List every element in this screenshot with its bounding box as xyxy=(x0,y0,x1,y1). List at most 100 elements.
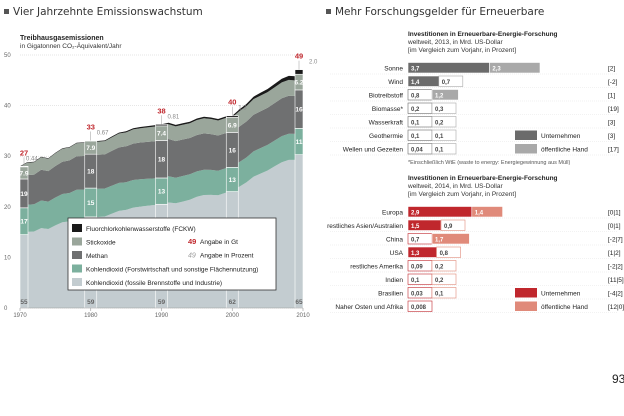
fckw-percent-label: 1.3 xyxy=(238,106,247,112)
legend-box xyxy=(67,217,277,291)
bar-segment xyxy=(431,287,457,299)
x-tick-label: 2010 xyxy=(296,313,310,319)
total-label: 27 xyxy=(20,148,28,157)
y-tick-label: 0 xyxy=(4,306,8,312)
total-label: 33 xyxy=(87,123,95,132)
bar-value-label: 0,1 xyxy=(411,134,420,140)
legend-label: öffentliche Hand xyxy=(541,304,588,311)
bar-segment xyxy=(407,62,490,74)
left-heading-text: Vier Jahrzehnte Emissionswachstum xyxy=(13,6,203,18)
change-label: [-2|7] xyxy=(608,236,623,243)
bar-value-label: 0,9 xyxy=(444,224,453,230)
legend-swatch xyxy=(515,144,537,154)
change-label: [-4|2] xyxy=(608,290,623,297)
legend-label: Stickoxide xyxy=(86,240,116,247)
bar-segment xyxy=(431,273,457,285)
bar-segment xyxy=(440,219,466,231)
percent-label: 11 xyxy=(296,139,303,146)
bar-value-label: 0,8 xyxy=(440,251,449,257)
legend-swatch xyxy=(72,224,82,232)
bar-chart-note: [im Vergleich zum Vorjahr, in Prozent] xyxy=(408,191,516,198)
bar-segment xyxy=(431,129,457,141)
category-label: Wind xyxy=(388,79,403,86)
category-label: Sonne xyxy=(384,65,403,72)
total-label: 40 xyxy=(228,98,236,107)
change-label: [11|5] xyxy=(608,277,624,284)
change-label: [3] xyxy=(608,119,615,126)
y-tick-label: 10 xyxy=(4,255,11,261)
category-label: Biotreibstoff xyxy=(369,92,403,99)
bar-value-label: 1,2 xyxy=(435,93,444,99)
bar-segment xyxy=(431,233,470,245)
legend-pct-symbol: 49 xyxy=(188,253,196,260)
category-label: restliches Asien/Australien xyxy=(327,223,403,230)
bar-value-label: 0,1 xyxy=(435,147,444,153)
category-label: Wasserkraft xyxy=(369,119,404,126)
total-label: 38 xyxy=(157,106,165,115)
percent-label: 15 xyxy=(87,200,95,207)
area-chart-title: Treibhausgasemissionen xyxy=(20,35,104,42)
decade-segment xyxy=(19,166,29,168)
bar-value-label: 0,1 xyxy=(411,120,420,126)
legend-label: Unternehmen xyxy=(541,290,581,297)
change-label: [1|2] xyxy=(608,250,621,257)
bar-value-label: 2,9 xyxy=(411,210,420,216)
left-heading: Vier Jahrzehnte Emissionswachstum xyxy=(4,6,203,18)
percent-label: 17 xyxy=(20,219,28,226)
percent-label: 18 xyxy=(158,157,166,164)
research-2014-bar-chart: Investitionen in Erneuerbare-Energie-For… xyxy=(327,175,624,313)
bar-chart-note: [im Vergleich zum Vorjahr, in Prozent] xyxy=(408,47,516,54)
bar-segment xyxy=(438,75,464,87)
x-tick-label: 1980 xyxy=(84,313,98,319)
bar-value-label: 0,7 xyxy=(442,80,451,86)
bar-chart-subtitle: weltweit, 2013, in Mrd. US-Dollar xyxy=(407,39,503,46)
bar-value-label: 0,2 xyxy=(435,120,444,126)
bar-value-label: 0,09 xyxy=(411,264,423,270)
change-label: [17] xyxy=(608,146,619,153)
bar-value-label: 0,2 xyxy=(435,264,444,270)
fckw-percent-label: 0.44 xyxy=(26,156,38,162)
change-label: [0|1] xyxy=(608,223,621,230)
change-label: [-2|2] xyxy=(608,263,623,270)
y-tick-label: 20 xyxy=(4,205,11,211)
category-label: Brasilien xyxy=(378,290,403,297)
category-label: Indien xyxy=(385,277,403,284)
right-heading: Mehr Forschungsgelder für Erneuerbare xyxy=(326,6,544,18)
bar-segment xyxy=(431,89,459,101)
bar-segment xyxy=(431,143,457,155)
decade-segment xyxy=(84,140,98,142)
change-label: [12|0] xyxy=(608,304,624,311)
legend-label: Fluorchlorkohlenwasserstoffe (FCKW) xyxy=(86,226,196,233)
fckw-percent-label: 0.67 xyxy=(97,131,109,137)
bar-chart-title: Investitionen in Erneuerbare-Energie-For… xyxy=(408,31,558,38)
percent-label: 7.9 xyxy=(86,145,95,152)
percent-label: 18 xyxy=(87,169,95,176)
legend-pct-label: Angabe in Prozent xyxy=(200,253,254,260)
percent-label: 65 xyxy=(295,299,303,306)
legend-swatch xyxy=(515,301,537,311)
legend-swatch xyxy=(515,130,537,140)
bar-segment xyxy=(436,246,461,258)
change-label: [19] xyxy=(608,106,619,113)
decade-segment xyxy=(294,154,304,309)
category-label: Biomasse* xyxy=(372,106,404,113)
fckw-percent-label: 0.81 xyxy=(168,114,180,120)
legend-label: Methan xyxy=(86,253,108,260)
bar-value-label: 0,03 xyxy=(411,291,423,297)
legend-total-symbol: 49 xyxy=(188,237,196,246)
percent-label: 13 xyxy=(158,189,166,196)
y-tick-label: 50 xyxy=(4,53,11,59)
percent-label: 59 xyxy=(87,299,95,306)
bar-value-label: 0,1 xyxy=(435,291,444,297)
percent-label: 55 xyxy=(20,299,28,306)
y-tick-label: 30 xyxy=(4,154,11,160)
footnote: *Einschließlich WtE (waste to energy: En… xyxy=(408,160,570,166)
bar-value-label: 0,1 xyxy=(435,134,444,140)
right-heading-text: Mehr Forschungsgelder für Erneuerbare xyxy=(335,6,545,18)
category-label: Europa xyxy=(382,209,403,216)
legend-total-label: Angabe in Gt xyxy=(200,239,238,246)
category-label: USA xyxy=(390,250,404,257)
percent-label: 6.2 xyxy=(294,80,303,87)
bullet-square-icon xyxy=(4,9,9,14)
